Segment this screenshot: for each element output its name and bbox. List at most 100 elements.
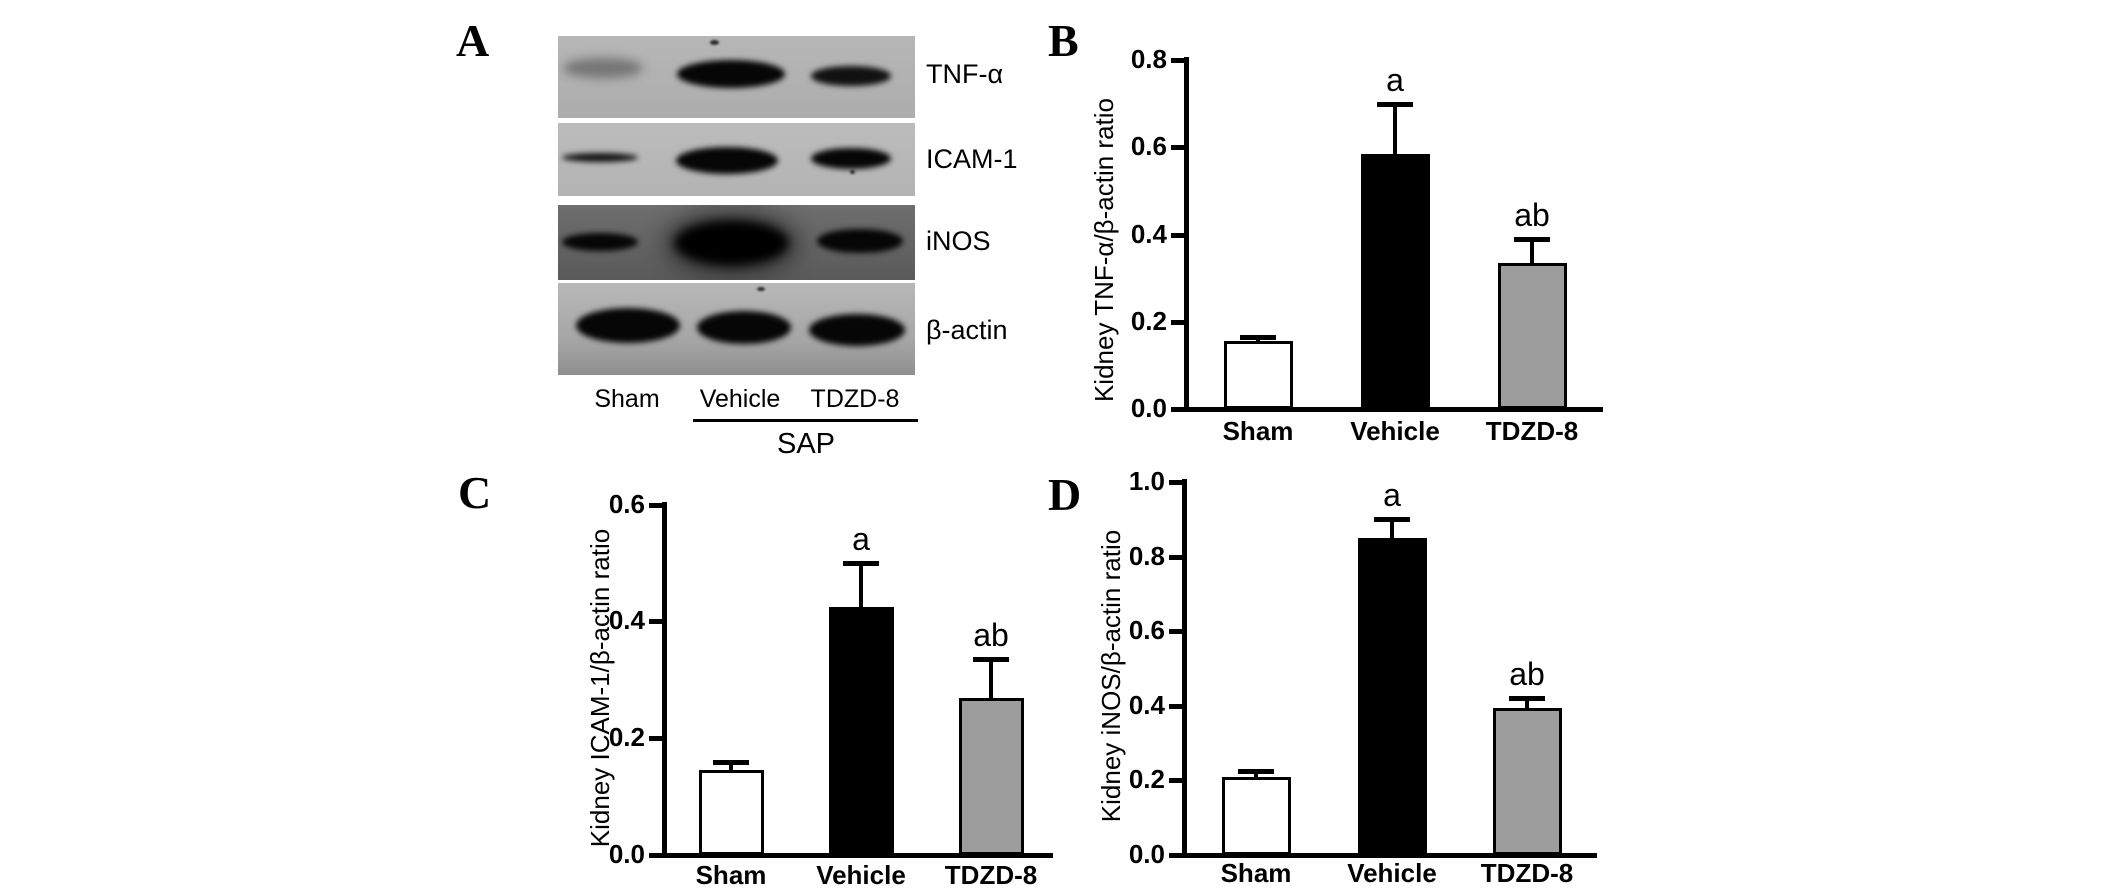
blot-band-lane3 xyxy=(811,66,891,86)
y-tick-mark xyxy=(1169,853,1183,858)
blot-speck xyxy=(710,40,719,45)
y-tick-mark xyxy=(1171,319,1185,325)
y-tick-mark xyxy=(1171,232,1185,238)
y-tick-label: 0.4 xyxy=(1130,218,1167,249)
panel-a-label: A xyxy=(456,15,490,66)
error-bar-cap xyxy=(1377,102,1413,107)
error-bar xyxy=(729,762,733,774)
y-tick-label: 0.6 xyxy=(1130,131,1167,162)
y-tick-label: 0.6 xyxy=(608,488,645,519)
blot-speck xyxy=(757,287,765,291)
y-tick-label: 1.0 xyxy=(1128,466,1165,496)
panel-d-label: D xyxy=(1048,469,1082,520)
bar-tdzd-8 xyxy=(1497,263,1567,409)
significance-label: a xyxy=(852,521,870,557)
blot-strip-tnf-alpha xyxy=(558,36,915,118)
y-tick-label: 0.2 xyxy=(608,722,645,753)
bar-sham xyxy=(698,770,764,855)
sap-group-label: SAP xyxy=(776,428,836,460)
bar-sham xyxy=(1223,341,1293,409)
blot-band-lane2 xyxy=(697,310,791,344)
blot-band-lane1 xyxy=(576,307,680,343)
significance-label: ab xyxy=(1509,656,1545,692)
x-axis xyxy=(1182,853,1597,858)
x-axis xyxy=(1184,407,1603,412)
error-bar xyxy=(1530,239,1534,267)
y-tick-label: 0.2 xyxy=(1128,764,1165,795)
y-tick-label: 0.2 xyxy=(1130,305,1167,336)
x-category-label: TDZD-8 xyxy=(1485,416,1579,446)
bar-tdzd-8 xyxy=(958,698,1024,855)
y-tick-label: 0.0 xyxy=(1130,393,1167,423)
bar-tdzd-8 xyxy=(1492,708,1562,855)
error-bar-cap xyxy=(1240,335,1276,340)
error-bar xyxy=(989,659,993,702)
error-bar-cap xyxy=(713,760,749,765)
significance-label: ab xyxy=(973,617,1009,653)
y-tick-mark xyxy=(1169,480,1183,485)
y-tick-mark xyxy=(649,502,663,508)
blot-band-lane2 xyxy=(677,60,785,88)
y-tick-mark xyxy=(1169,629,1183,635)
error-bar xyxy=(1525,698,1529,712)
blot-band-lane3 xyxy=(817,229,903,253)
y-tick-mark xyxy=(1169,703,1183,709)
error-bar xyxy=(859,563,863,611)
x-category-label: Sham xyxy=(1222,416,1294,446)
sap-group-line xyxy=(693,419,918,422)
y-tick-mark xyxy=(1171,407,1185,412)
blot-row-label-inos: iNOS xyxy=(926,226,991,256)
error-bar xyxy=(1254,771,1258,781)
blot-band-lane3 xyxy=(811,147,891,169)
y-axis xyxy=(1184,57,1189,412)
blot-band-lane1 xyxy=(563,58,643,78)
bar-vehicle xyxy=(1360,154,1430,409)
blot-row-label-beta-actin: β-actin xyxy=(926,315,1008,345)
blot-lane-label-sham: Sham xyxy=(594,385,660,413)
y-axis-title: Kidney ICAM-1/β-actin ratio xyxy=(585,528,615,848)
y-tick-mark xyxy=(649,619,663,625)
panel-b-label: B xyxy=(1048,15,1079,66)
x-category-label: Sham xyxy=(695,860,767,890)
y-tick-label: 0.8 xyxy=(1130,44,1167,75)
y-axis-title: Kidney TNF-α/β-actin ratio xyxy=(1089,97,1119,403)
blot-band-lane1 xyxy=(562,233,638,251)
x-category-label: Vehicle xyxy=(1350,416,1440,446)
error-bar xyxy=(1393,104,1397,158)
y-axis-title: Kidney iNOS/β-actin ratio xyxy=(1096,529,1126,823)
error-bar-cap xyxy=(1238,769,1274,774)
blot-band-lane2 xyxy=(673,220,789,266)
x-axis xyxy=(662,853,1053,858)
y-tick-mark xyxy=(1171,58,1185,64)
y-tick-label: 0.8 xyxy=(1128,540,1165,571)
blot-row-label-tnf-alpha: TNF-α xyxy=(926,59,1004,89)
y-tick-label: 0.0 xyxy=(608,839,645,869)
error-bar-cap xyxy=(973,657,1009,662)
significance-label: a xyxy=(1386,62,1404,98)
x-category-label: Sham xyxy=(1220,858,1292,888)
y-tick-label: 0.4 xyxy=(1128,689,1165,720)
blot-lane-label-tdzd-8: TDZD-8 xyxy=(810,385,900,413)
bar-vehicle xyxy=(1357,538,1427,855)
y-axis xyxy=(662,501,667,858)
blot-band-lane1 xyxy=(562,152,638,162)
error-bar xyxy=(1390,519,1394,542)
error-bar-cap xyxy=(843,561,879,566)
x-category-label: Vehicle xyxy=(816,860,906,890)
blot-strip-inos xyxy=(558,205,915,280)
blot-strip-icam-1 xyxy=(558,123,915,196)
blot-speck xyxy=(850,170,855,174)
blot-strip-beta-actin xyxy=(558,283,915,375)
x-category-label: TDZD-8 xyxy=(1480,858,1574,888)
blot-row-label-icam-1: ICAM-1 xyxy=(926,144,1018,174)
bar-sham xyxy=(1221,777,1291,855)
error-bar-cap xyxy=(1514,237,1550,242)
bar-vehicle xyxy=(828,607,894,855)
panel-c-label: C xyxy=(458,467,492,518)
blot-lane-label-vehicle: Vehicle xyxy=(699,385,781,413)
significance-label: a xyxy=(1383,477,1401,513)
y-tick-mark xyxy=(1171,145,1185,151)
y-tick-label: 0.6 xyxy=(1128,615,1165,646)
error-bar-cap xyxy=(1509,696,1545,701)
